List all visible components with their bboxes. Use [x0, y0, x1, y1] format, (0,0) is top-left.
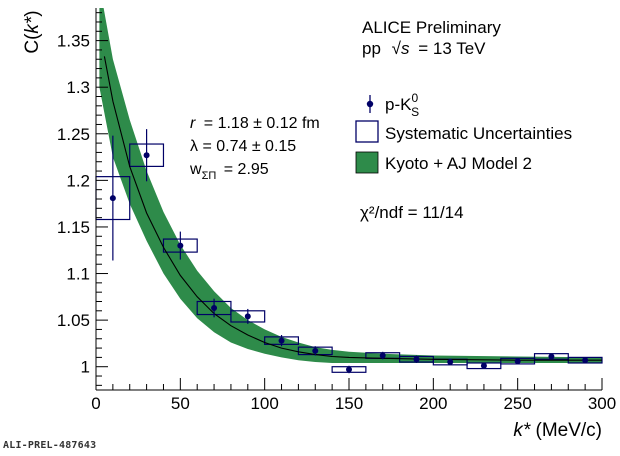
ticks-layer: 0 50 100 150 200 250 300 1 1.05 1.1 1.15 1.2 1.25 1.3…	[57, 12, 616, 413]
annotation-weight: wΣΠ = 2.95	[189, 161, 269, 183]
x-axis-title: k* (MeV/c)	[513, 420, 602, 441]
model-band-layer	[99, 8, 602, 363]
preliminary-tag: ALI-PREL-487643	[3, 440, 97, 451]
model-band	[99, 8, 602, 363]
y-tick-label: 1	[81, 358, 90, 377]
y-tick-label: 1.2	[66, 171, 90, 190]
x-tick-label: 50	[171, 394, 190, 413]
y-tick-label: 1.25	[57, 125, 90, 144]
data-point	[379, 352, 386, 359]
legend-item-data: p-K0 S	[366, 91, 419, 119]
data-point	[177, 242, 184, 249]
legend-item-syst: Systematic Uncertainties	[355, 120, 572, 143]
legend-syst-label: Systematic Uncertainties	[385, 124, 572, 143]
x-tick-label: 100	[250, 394, 278, 413]
model-line-layer	[103, 56, 602, 361]
data-point	[211, 305, 218, 312]
data-point	[109, 195, 116, 202]
legend-item-model: Kyoto + AJ Model 2	[355, 151, 532, 174]
data-points-layer	[109, 129, 589, 374]
data-point	[548, 353, 555, 360]
annotation-radius: r = 1.18 ± 0.12 fm	[190, 115, 320, 132]
legend: p-K0 S Systematic Uncertainties Kyoto + A…	[355, 91, 572, 174]
data-point	[346, 366, 352, 373]
data-point	[582, 357, 589, 364]
annotation-lambda: λ = 0.74 ± 0.15	[190, 138, 296, 155]
data-point	[447, 359, 454, 366]
x-tick-label: 150	[335, 394, 363, 413]
chart-title: ALICE Preliminary	[362, 18, 501, 37]
x-tick-label: 300	[588, 394, 616, 413]
data-point	[514, 358, 521, 365]
x-tick-label: 250	[503, 394, 531, 413]
y-tick-label: 1.15	[57, 218, 90, 237]
data-point	[278, 337, 285, 344]
data-point	[312, 347, 319, 354]
legend-data-label: p-K0 S	[385, 91, 419, 119]
data-point	[480, 362, 487, 369]
y-tick-label: 1.05	[57, 311, 90, 330]
data-point	[143, 152, 150, 159]
chart-subtitle: pp √s = 13 TeV	[362, 39, 486, 58]
model-line	[103, 56, 602, 361]
data-point	[413, 356, 420, 363]
axes-layer	[95, 8, 602, 391]
legend-model-label: Kyoto + AJ Model 2	[385, 154, 532, 173]
y-tick-label: 1.3	[66, 78, 90, 97]
x-tick-label: 0	[91, 394, 100, 413]
y-tick-label: 1.35	[57, 32, 90, 51]
x-tick-label: 200	[419, 394, 447, 413]
annotation-chi2: χ²/ndf = 11/14	[360, 203, 464, 222]
y-tick-label: 1.1	[66, 265, 90, 284]
y-axis-title: C(k*)	[22, 10, 43, 53]
data-point	[244, 313, 251, 320]
